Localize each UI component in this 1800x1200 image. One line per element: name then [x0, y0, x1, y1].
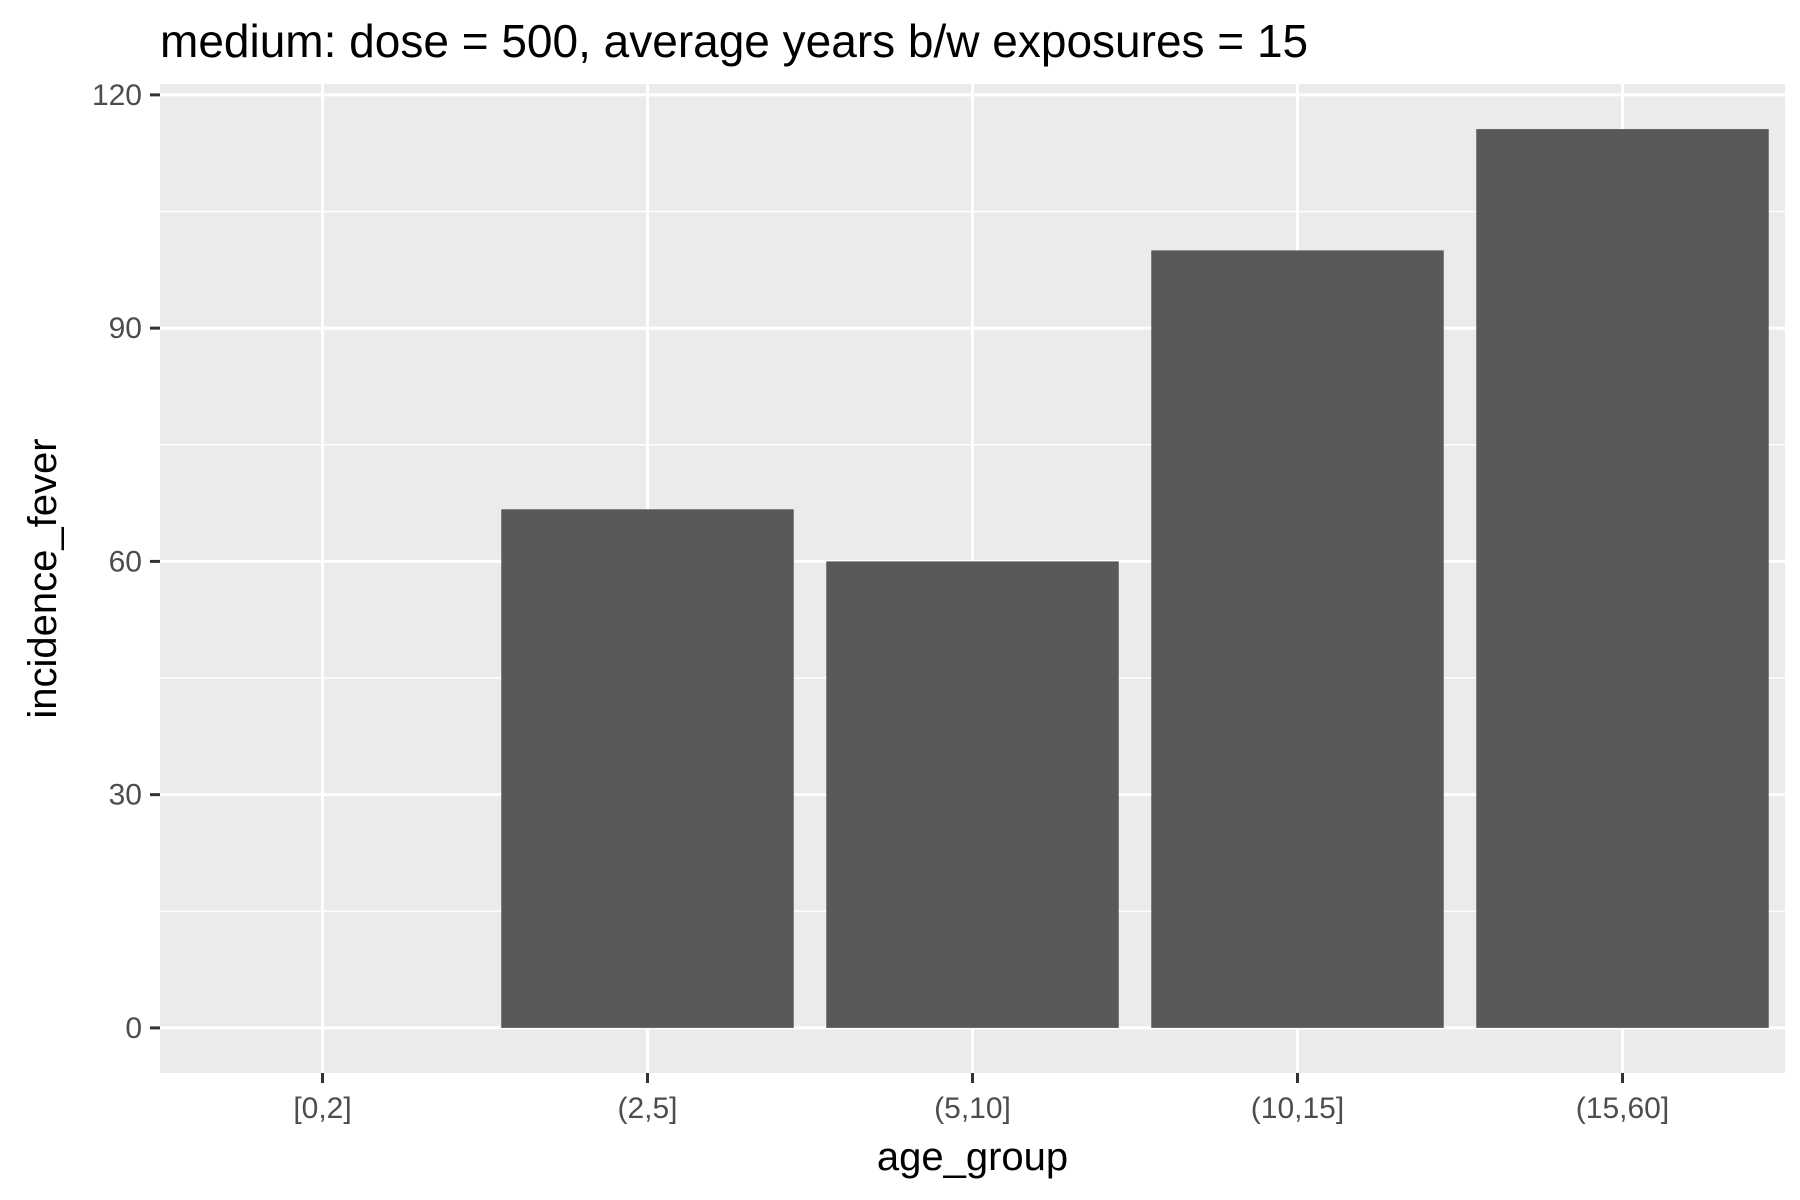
y-axis-title: incidence_fever	[21, 438, 65, 718]
bar	[1476, 129, 1769, 1028]
y-tick-label: 60	[109, 545, 142, 578]
bar	[501, 509, 794, 1028]
x-tick-label: (2,5]	[617, 1092, 677, 1125]
x-axis: [0,2] (2,5] (5,10] (10,15] (15,60]	[293, 1073, 1669, 1125]
x-axis-title: age_group	[877, 1135, 1068, 1179]
bars	[501, 129, 1769, 1028]
x-tick-label: (10,15]	[1251, 1092, 1344, 1125]
x-tick-label: (5,10]	[934, 1092, 1011, 1125]
x-tick-label: [0,2]	[293, 1092, 351, 1125]
y-axis: 0 30 60 90 120	[92, 79, 160, 1045]
bar	[1151, 250, 1444, 1028]
chart-title: medium: dose = 500, average years b/w ex…	[160, 15, 1309, 67]
y-tick-label: 30	[109, 779, 142, 812]
bar	[826, 561, 1119, 1028]
y-tick-label: 0	[125, 1012, 142, 1045]
y-tick-label: 120	[92, 79, 142, 112]
x-tick-label: (15,60]	[1576, 1092, 1669, 1125]
y-tick-label: 90	[109, 312, 142, 345]
